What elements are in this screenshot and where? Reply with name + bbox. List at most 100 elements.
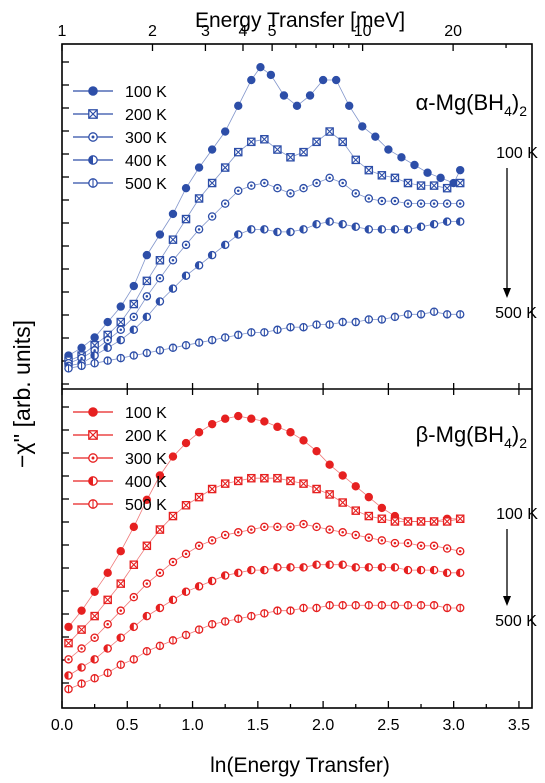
data-point-dot [184,552,188,556]
data-point [403,310,413,319]
data-point [155,471,165,480]
data-point [266,70,276,80]
data-point [299,603,308,613]
data-point [233,147,243,157]
data-point [103,668,112,678]
data-point [220,617,230,626]
data-point [286,189,295,198]
data-point-dot [210,215,214,218]
data-point [260,417,269,426]
data-point-cross [390,173,399,182]
data-point [129,655,139,664]
data-point-dot [289,192,292,195]
data-point [429,541,439,551]
data-point [103,568,112,578]
data-point [103,343,112,353]
arrow-label-bottom: 500 K [495,305,537,322]
data-point-half [365,225,369,233]
series-line [68,221,461,367]
data-point-shape [116,302,125,311]
legend-marker-dot [91,456,95,460]
data-point [351,506,360,515]
data-point [442,217,452,226]
data-point [338,528,347,537]
data-point-shape [77,606,86,615]
data-point-dot [276,186,279,190]
data-point-shape [142,495,152,505]
data-point [273,325,282,335]
data-point-shape [168,452,178,461]
data-point [351,530,360,540]
data-point-cross [364,166,373,175]
data-point [403,199,413,208]
data-point-cross [195,493,204,502]
legend-entry: 100 K [73,84,167,101]
data-point [77,625,86,634]
data-point [371,132,380,141]
data-point [442,603,452,613]
data-point-shape [168,209,178,219]
legend-entry: 500 K [73,176,167,193]
legend-label: 200 K [125,428,167,445]
arrow-head [503,596,511,606]
data-point [286,606,295,615]
data-point-shape [181,183,191,193]
data-point [364,492,374,502]
data-point-shape [90,333,99,342]
data-point [260,225,269,234]
data-point [64,622,73,632]
data-point [233,330,243,340]
data-point-cross [116,579,125,588]
data-point-cross [443,184,452,193]
data-point [273,473,282,483]
legend-marker [88,407,98,417]
data-point-cross [325,490,334,499]
data-point-shape [286,428,295,437]
data-point-dot [80,647,83,650]
series-500k [64,601,465,694]
x-tick-label: 2.0 [312,717,334,734]
data-point-dot [393,541,397,545]
data-point-shape [305,91,315,100]
data-point-dot [106,338,109,342]
data-point [442,568,452,578]
data-point [286,322,295,332]
data-point [155,568,165,578]
data-point [168,343,178,353]
data-point [64,655,73,664]
data-point [312,137,321,147]
series-100k [64,62,465,360]
data-point-half [130,326,134,334]
data-point [233,230,243,239]
data-point [299,563,308,572]
data-point [90,674,99,683]
data-point [77,606,86,615]
data-point-cross [64,639,73,648]
data-point-shape [194,428,204,437]
data-point-cross [351,155,360,164]
legend-entry: 500 K [73,497,167,514]
data-point [103,619,112,629]
data-point-dot [406,202,410,205]
top-tick-label: 10 [354,23,372,40]
data-point-dot [93,349,96,352]
series-400k [64,560,465,680]
data-point [103,317,112,327]
data-point [168,452,178,461]
top-tick-label: 20 [444,23,462,40]
data-point [181,183,191,193]
data-point-cross [377,171,386,180]
data-point-dot [393,199,397,203]
data-point [273,183,282,193]
data-point-shape [155,230,165,239]
data-point [103,644,112,653]
legend-label: 400 K [125,474,167,491]
legend-entry: 400 K [73,474,167,491]
data-point [77,679,86,688]
data-point-shape [247,75,256,85]
data-point-shape [142,250,152,260]
data-point [77,343,86,353]
data-point [351,155,360,165]
data-point-shape [220,414,230,423]
data-point-dot [171,259,175,262]
